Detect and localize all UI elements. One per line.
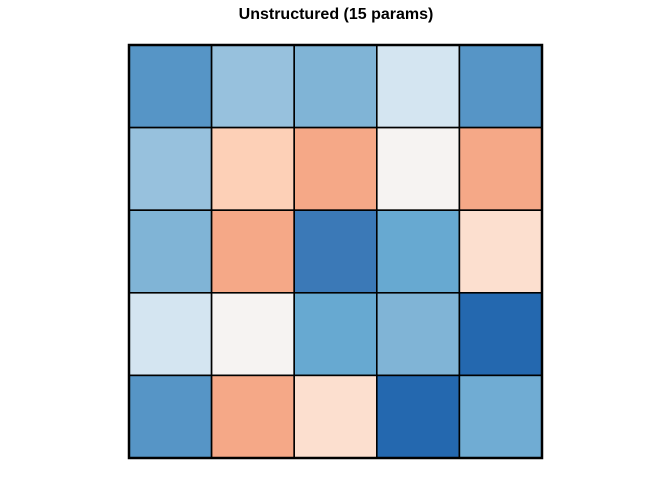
heatmap-cell-r2-c4 [375,126,461,211]
heatmap-cell-r2-c3 [293,126,378,211]
heatmap-cell-r2-c1 [128,126,213,211]
chart-title: Unstructured (15 params) [238,6,434,23]
heatmap-cell-r3-c5 [458,209,543,294]
heatmap-cell-r4-c2 [210,291,296,377]
heatmap-cells [128,44,543,459]
heatmap-cell-r4-c1 [128,291,213,377]
heatmap-cell-r4-c5 [458,291,543,377]
heatmap-cell-r5-c3 [293,374,378,459]
heatmap-cell-r1-c1 [128,44,213,129]
heatmap-cell-r2-c2 [210,126,296,211]
heatmap-cell-r1-c2 [210,44,296,129]
heatmap-cell-r1-c3 [293,44,378,129]
heatmap-cell-r3-c1 [128,209,213,294]
heatmap-cell-r5-c1 [128,374,213,459]
heatmap-cell-r4-c4 [375,291,461,377]
heatmap-cell-r3-c4 [375,209,461,294]
heatmap-cell-r1-c4 [375,44,461,129]
heatmap-cell-r1-c5 [458,44,543,129]
heatmap-cell-r3-c2 [210,209,296,294]
heatmap-cell-r3-c3 [293,209,378,294]
heatmap-cell-r5-c4 [375,374,461,459]
heatmap-cell-r5-c5 [458,374,543,459]
heatmap-cell-r4-c3 [293,291,378,377]
plot-frame [127,43,544,460]
heatmap-cell-r5-c2 [210,374,296,459]
heatmap-cell-r2-c5 [458,126,543,211]
